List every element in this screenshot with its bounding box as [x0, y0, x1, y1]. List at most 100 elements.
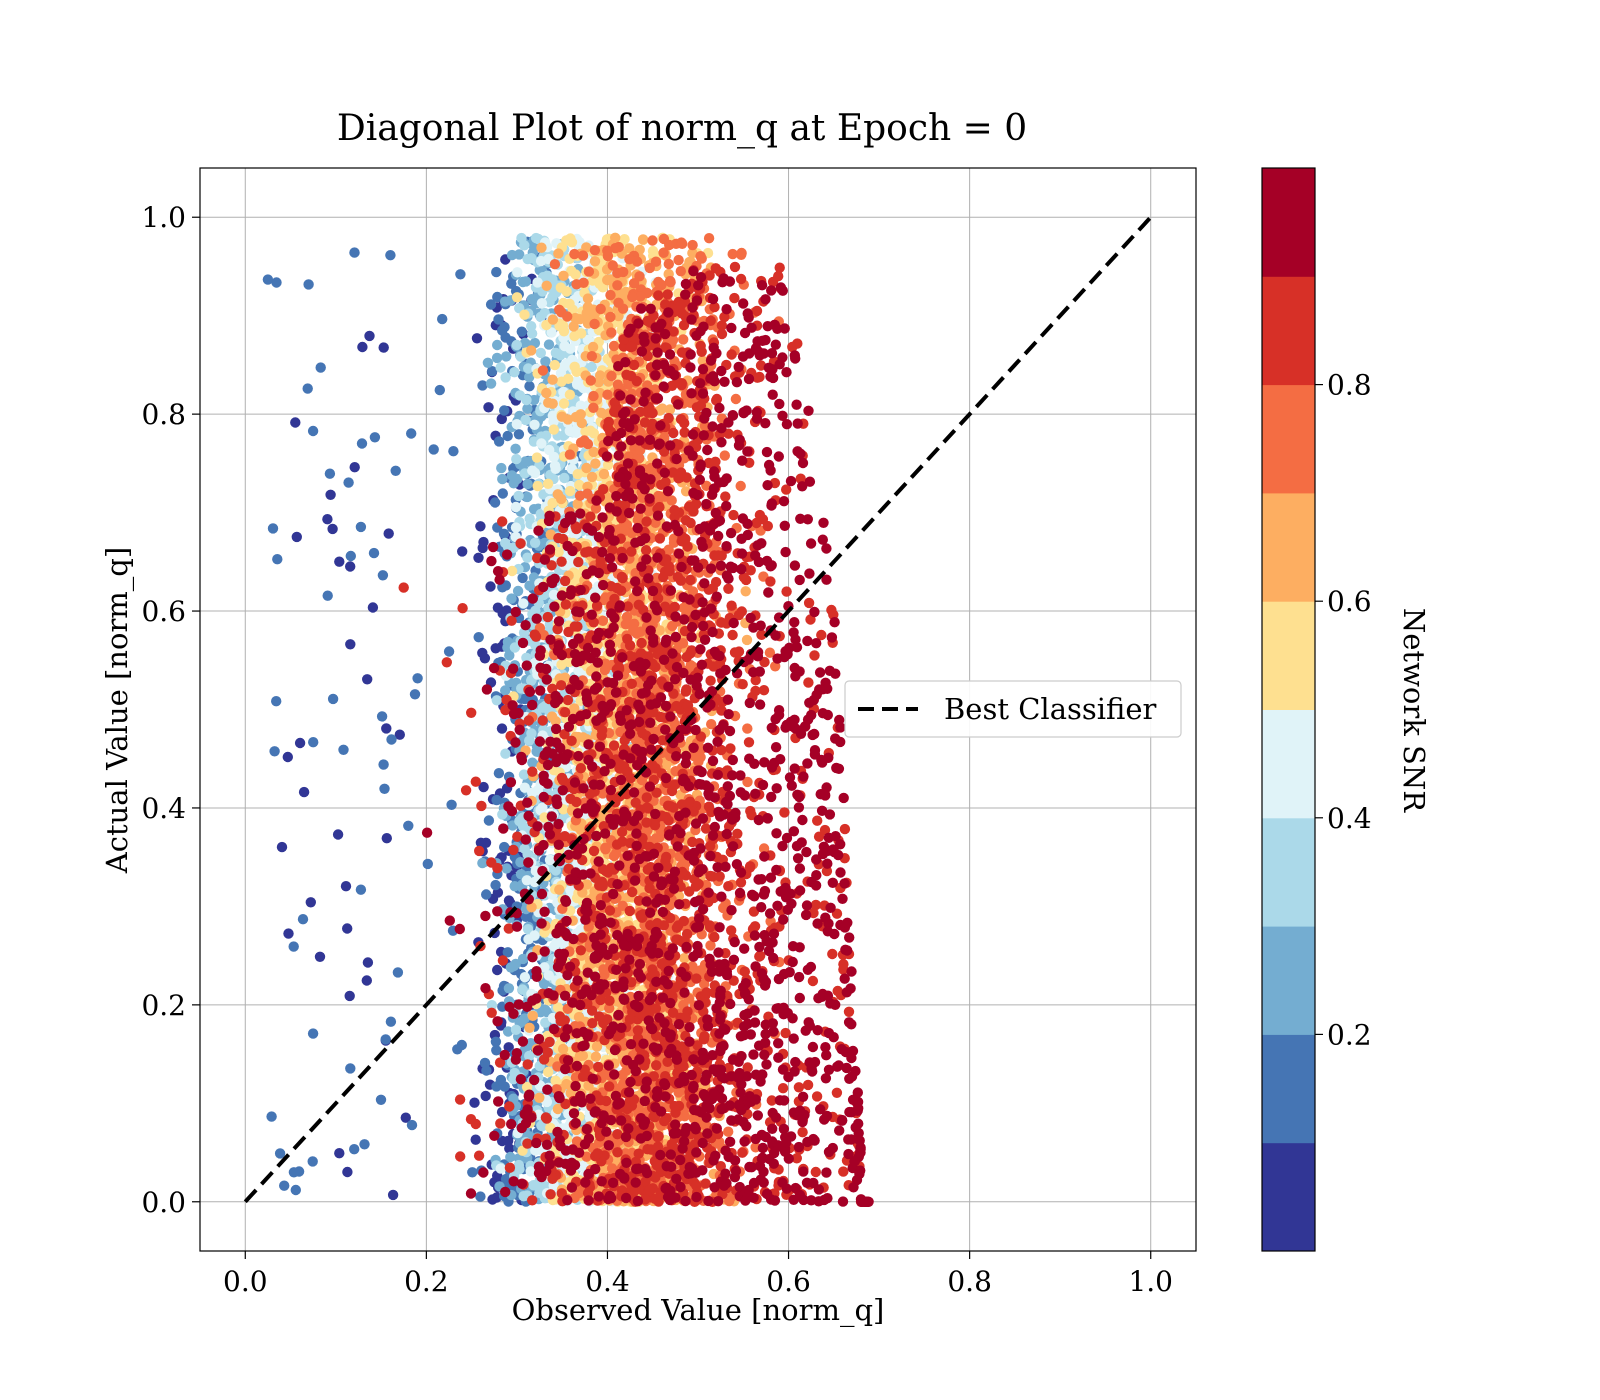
scatter-point	[483, 402, 494, 413]
scatter-point	[517, 984, 528, 995]
scatter-point	[558, 398, 570, 409]
scatter-point	[491, 1045, 502, 1056]
scatter-point	[546, 327, 557, 338]
scatter-point	[555, 350, 566, 361]
scatter-point	[524, 580, 535, 591]
scatter-point	[524, 1022, 535, 1033]
scatter-point	[271, 696, 282, 707]
scatter-point	[536, 242, 547, 253]
scatter-point	[334, 556, 345, 567]
scatter-point	[379, 783, 390, 794]
scatter-point	[480, 1090, 491, 1102]
scatter-point	[582, 301, 594, 313]
scatter-point	[527, 757, 538, 768]
scatter-point	[500, 537, 511, 549]
scatter-point	[364, 330, 375, 342]
scatter-point	[485, 378, 497, 389]
scatter-point	[582, 334, 593, 346]
scatter-point	[525, 1166, 536, 1177]
scatter-point	[400, 1112, 411, 1123]
scatter-point	[524, 1050, 535, 1062]
scatter-point	[387, 1189, 399, 1201]
scatter-point	[529, 930, 540, 941]
scatter-point	[340, 881, 352, 892]
scatter-point	[564, 389, 576, 400]
scatter-point	[469, 1097, 480, 1108]
scatter-point	[406, 1119, 418, 1131]
scatter-point	[543, 1066, 554, 1078]
scatter-point	[534, 1092, 545, 1104]
scatter-point	[491, 352, 503, 364]
scatter-point	[510, 443, 521, 454]
scatter-point	[522, 478, 533, 490]
scatter-point	[515, 857, 526, 868]
scatter-point	[475, 1191, 486, 1202]
scatter-point	[575, 824, 586, 835]
scatter-point	[503, 983, 515, 994]
scatter-point	[290, 1184, 301, 1196]
scatter-point	[327, 693, 339, 705]
scatter-point	[580, 426, 591, 437]
scatter-point	[467, 1167, 478, 1178]
scatter-point	[581, 462, 592, 474]
scatter-point	[526, 253, 537, 264]
scatter-point	[564, 485, 576, 497]
scatter-point	[409, 689, 421, 700]
scatter-point	[455, 269, 466, 280]
scatter-point	[540, 1017, 551, 1028]
scatter-point	[486, 1000, 498, 1011]
scatter-point	[392, 967, 404, 978]
scatter-point	[498, 528, 510, 539]
scatter-point	[325, 489, 336, 500]
scatter-point	[355, 884, 367, 895]
scatter-point	[591, 1041, 603, 1052]
scatter-point	[559, 340, 570, 352]
scatter-point	[332, 829, 344, 840]
scatter-point	[345, 550, 356, 562]
scatter-point	[512, 585, 524, 597]
scatter-point	[290, 417, 301, 428]
scatter-point	[355, 521, 367, 533]
scatter-point	[492, 339, 503, 351]
scatter-point	[519, 309, 530, 320]
scatter-point	[266, 1111, 277, 1122]
scatter-point	[522, 924, 534, 935]
scatter-point	[482, 357, 494, 368]
scatter-point	[557, 1043, 569, 1055]
scatter-point	[477, 857, 488, 869]
scatter-point	[307, 1028, 319, 1039]
scatter-point	[529, 419, 540, 430]
scatter-point	[524, 371, 535, 383]
scatter-point	[522, 552, 533, 563]
scatter-point	[390, 465, 401, 476]
scatter-point	[519, 972, 531, 983]
scatter-point	[487, 1194, 498, 1205]
scatter-point	[504, 650, 515, 661]
scatter-point	[502, 642, 513, 653]
scatter-point	[535, 255, 547, 267]
scatter-point	[356, 438, 368, 449]
scatter-point	[556, 411, 568, 422]
scatter-point	[483, 815, 495, 826]
scatter-point	[495, 1163, 506, 1174]
scatter-point	[664, 404, 676, 415]
scatter-point	[506, 565, 518, 577]
scatter-point	[740, 586, 751, 597]
scatter-point	[529, 876, 540, 888]
scatter-point	[595, 303, 606, 315]
scatter-point	[588, 428, 599, 439]
scatter-point	[587, 341, 599, 353]
scatter-point	[526, 345, 537, 356]
scatter-point	[491, 266, 502, 278]
scatter-point	[563, 373, 574, 384]
scatter-point	[511, 419, 522, 430]
scatter-point	[687, 239, 698, 251]
scatter-point	[510, 501, 522, 513]
scatter-point	[551, 937, 562, 948]
scatter-point	[475, 521, 486, 532]
scatter-point	[679, 953, 690, 964]
scatter-point	[490, 1036, 502, 1048]
scatter-point	[522, 491, 533, 503]
scatter-point	[493, 436, 505, 447]
scatter-point	[586, 471, 598, 483]
